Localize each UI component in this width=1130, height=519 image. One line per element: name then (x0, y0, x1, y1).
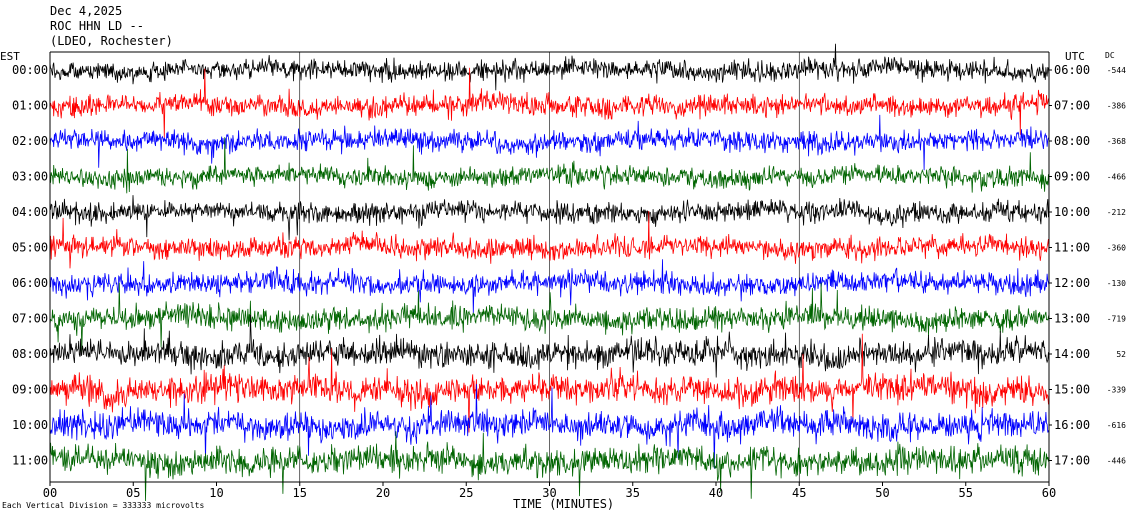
trace-0000 (49, 43, 1050, 91)
x-tick-label-25: 25 (459, 486, 473, 500)
dc-heading-label: DC (1105, 51, 1115, 60)
trace-0600 (49, 259, 1050, 314)
x-tick-label-60: 60 (1042, 486, 1056, 500)
dc-offset-3: -466 (1107, 173, 1126, 182)
dc-offset-2: -368 (1107, 137, 1126, 146)
dc-offset-11: -446 (1107, 457, 1126, 466)
est-label-0500: 05:00 (12, 241, 48, 255)
est-label-0000: 00:00 (12, 63, 48, 77)
label-layer: EST UTC DC TIME (MINUTES) 00 05 10 15 20 25 30… (0, 50, 1126, 511)
x-axis-title: TIME (MINUTES) (513, 497, 614, 511)
trace-0800 (49, 314, 1050, 378)
est-label-1000: 10:00 (12, 418, 48, 432)
utc-label-1400: 14:00 (1054, 347, 1090, 361)
header-network: (LDEO, Rochester) (50, 34, 173, 48)
trace-0500 (49, 210, 1050, 269)
utc-label-1600: 16:00 (1054, 418, 1090, 432)
dc-offset-7: -719 (1107, 315, 1126, 324)
est-label-1100: 11:00 (12, 454, 48, 468)
x-tick-label-40: 40 (709, 486, 723, 500)
dc-offset-4: -212 (1107, 208, 1126, 217)
trace-layer (49, 43, 1050, 502)
trace-0400 (49, 195, 1050, 241)
trace-0300 (49, 137, 1050, 194)
x-tick-label-05: 05 (126, 486, 140, 500)
x-tick-label-30: 30 (542, 486, 556, 500)
utc-label-0700: 07:00 (1054, 99, 1090, 113)
dc-offset-9: -339 (1107, 386, 1126, 395)
plot-frame (49, 51, 1050, 483)
est-label-0300: 03:00 (12, 170, 48, 184)
utc-label-1300: 13:00 (1054, 312, 1090, 326)
est-label-0600: 06:00 (12, 276, 48, 290)
dc-offset-5: -360 (1107, 244, 1126, 253)
utc-label-1200: 12:00 (1054, 276, 1090, 290)
x-tick-label-20: 20 (376, 486, 390, 500)
header-date: Dec 4,2025 (50, 4, 123, 18)
trace-0900 (49, 333, 1050, 433)
utc-label-0800: 08:00 (1054, 134, 1090, 148)
dc-offset-0: -544 (1107, 66, 1126, 75)
trace-1100 (49, 431, 1050, 502)
x-tick-label-15: 15 (293, 486, 307, 500)
est-label-0100: 01:00 (12, 99, 48, 113)
utc-label-1000: 10:00 (1054, 205, 1090, 219)
dc-offset-6: -130 (1107, 279, 1126, 288)
header-station: ROC HHN LD -- (50, 19, 144, 33)
utc-label-1500: 15:00 (1054, 383, 1090, 397)
utc-label-1700: 17:00 (1054, 454, 1090, 468)
right-timezone-label: UTC (1065, 50, 1085, 63)
grid-layer (49, 52, 1052, 486)
dc-offset-10: -616 (1107, 421, 1126, 430)
trace-0700 (49, 282, 1050, 353)
trace-0200 (49, 114, 1050, 171)
utc-label-0900: 09:00 (1054, 170, 1090, 184)
est-label-0800: 08:00 (12, 347, 48, 361)
utc-label-0600: 06:00 (1054, 63, 1090, 77)
dc-offset-1: -386 (1107, 102, 1126, 111)
x-tick-label-10: 10 (209, 486, 223, 500)
est-label-0900: 09:00 (12, 383, 48, 397)
utc-label-1100: 11:00 (1054, 241, 1090, 255)
x-tick-label-35: 35 (626, 486, 640, 500)
x-tick-label-00: 00 (43, 486, 57, 500)
trace-1000 (49, 383, 1050, 469)
left-timezone-label: EST (0, 50, 20, 63)
trace-0100 (49, 67, 1050, 138)
x-tick-label-45: 45 (792, 486, 806, 500)
est-label-0700: 07:00 (12, 312, 48, 326)
x-tick-label-55: 55 (959, 486, 973, 500)
dc-offset-8: 52 (1116, 350, 1126, 359)
x-tick-label-50: 50 (875, 486, 889, 500)
est-label-0400: 04:00 (12, 205, 48, 219)
est-label-0200: 02:00 (12, 134, 48, 148)
vertical-scale-footnote: Each Vertical Division = 333333 microvol… (2, 501, 205, 510)
